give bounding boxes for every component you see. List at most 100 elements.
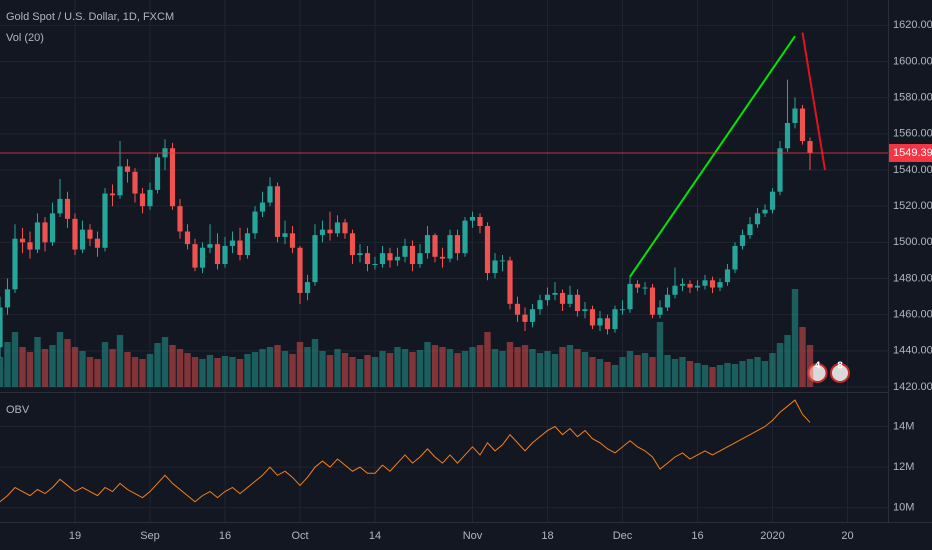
volume-bar — [709, 367, 716, 387]
axes: 19 Sep 16 Oct 14 Nov 18 Dec 16 2020 201420.001440.… — [69, 19, 932, 542]
volume-bar — [319, 351, 326, 387]
candle-body — [439, 256, 446, 259]
candle-body — [522, 314, 528, 322]
candle-body — [762, 209, 768, 214]
candle-body — [792, 108, 798, 123]
volume-bar — [536, 353, 544, 387]
volume-bar — [484, 332, 491, 387]
candle-body — [672, 285, 678, 295]
symbol-title: Gold Spot / U.S. Dollar, 1D, FXCM — [6, 11, 174, 23]
candle-body — [4, 289, 11, 308]
x-tick-label: 14 — [369, 530, 381, 542]
volume-bar — [769, 353, 776, 387]
volume-bar — [229, 357, 236, 387]
candle-body — [124, 166, 131, 172]
y-tick-label: 1460.00 — [893, 309, 932, 321]
volume-bar — [559, 347, 566, 387]
candle-body — [27, 242, 33, 250]
volume-bar — [409, 352, 416, 387]
candle-body — [207, 244, 213, 248]
volume-bar — [604, 362, 611, 387]
y-tick-label: 1620.00 — [893, 19, 932, 31]
candle-body — [582, 309, 588, 312]
x-tick-label: 2020 — [760, 530, 784, 542]
volume-bar — [221, 356, 229, 387]
volume-bar — [431, 345, 439, 387]
volume-bar — [386, 353, 394, 387]
y-tick-label: 1520.00 — [893, 200, 932, 212]
volume-bar — [461, 351, 469, 387]
candle-body — [567, 294, 573, 304]
x-tick-label: Dec — [613, 530, 633, 542]
candle-body — [297, 247, 303, 293]
candle-body — [267, 186, 273, 203]
candle-body — [777, 148, 783, 192]
trend-line — [801, 32, 826, 171]
volume-bar — [41, 349, 49, 387]
volume-bar — [94, 359, 101, 387]
candle-body — [619, 309, 626, 311]
volume-bar — [4, 342, 11, 387]
candle-body — [79, 229, 86, 250]
candle-body — [274, 186, 281, 237]
candle-body — [199, 247, 206, 268]
candle-body — [462, 220, 468, 254]
candle-body — [709, 280, 716, 288]
event-badge — [830, 363, 850, 383]
candle-body — [477, 217, 483, 227]
x-tick-label: Oct — [291, 530, 308, 542]
candle-body — [357, 253, 363, 255]
candle-body — [807, 141, 813, 154]
y-tick-label: 10M — [893, 502, 914, 514]
volume-bar — [154, 343, 161, 387]
candle-body — [379, 253, 386, 265]
volume-bar — [544, 351, 551, 387]
candle-body — [222, 245, 228, 265]
volume-bar — [139, 359, 146, 387]
volume-bar — [439, 347, 446, 387]
candle-body — [49, 213, 56, 243]
candle-body — [139, 193, 146, 207]
candle-body — [447, 235, 453, 259]
volume-bar — [146, 354, 154, 387]
x-tick-label: 16 — [219, 530, 231, 542]
candle-body — [12, 238, 18, 290]
candle-body — [409, 245, 416, 265]
volume-bar — [746, 359, 754, 387]
candle-body — [574, 294, 581, 312]
volume-bar — [161, 337, 169, 387]
candle-body — [319, 229, 326, 236]
y-tick-label: 1540.00 — [893, 164, 932, 176]
candle-body — [484, 226, 491, 274]
volume-bar — [619, 357, 626, 387]
candle-body — [732, 245, 738, 270]
candle-body — [664, 294, 671, 308]
volume-bar — [199, 359, 206, 387]
candle-body — [259, 202, 266, 212]
candle-body — [87, 229, 93, 239]
volume-bar — [169, 345, 176, 387]
x-tick-label: Sep — [140, 530, 160, 542]
candle-body — [627, 283, 633, 310]
candle-body — [342, 222, 348, 234]
candle-body — [469, 217, 476, 221]
volume-bar — [454, 353, 461, 387]
volume-bar — [19, 347, 26, 387]
candle-body — [117, 166, 123, 196]
x-tick-label: 16 — [691, 530, 703, 542]
volume-bar — [491, 349, 499, 387]
volume-bar — [694, 363, 701, 387]
candle-body — [289, 233, 296, 248]
candle-body — [57, 198, 63, 214]
candle-body — [169, 148, 176, 207]
candle-body — [402, 245, 408, 257]
volume-bar — [589, 357, 596, 387]
candle-body — [334, 222, 341, 234]
candle-body — [529, 309, 536, 322]
volume-bar — [799, 327, 806, 387]
volume-bar — [574, 349, 581, 387]
volume-bar — [416, 350, 424, 387]
